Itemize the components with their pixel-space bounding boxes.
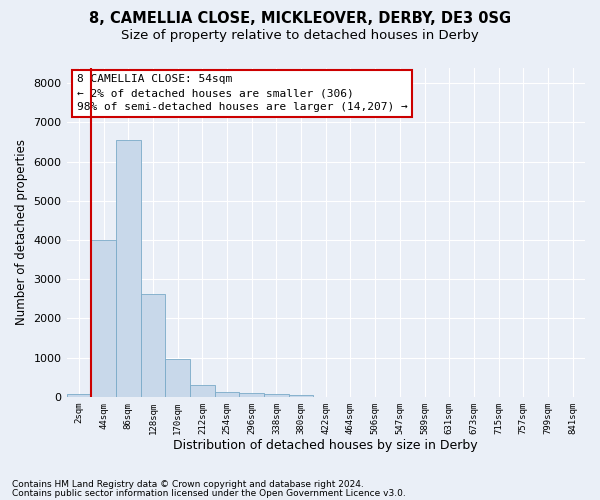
- Bar: [140, 294, 165, 397]
- Text: 8 CAMELLIA CLOSE: 54sqm
← 2% of detached houses are smaller (306)
98% of semi-de: 8 CAMELLIA CLOSE: 54sqm ← 2% of detached…: [77, 74, 407, 112]
- Text: Size of property relative to detached houses in Derby: Size of property relative to detached ho…: [121, 29, 479, 42]
- Y-axis label: Number of detached properties: Number of detached properties: [15, 139, 28, 325]
- Bar: [190, 384, 215, 397]
- Bar: [91, 240, 116, 397]
- Bar: [264, 394, 289, 397]
- Bar: [215, 392, 239, 397]
- Bar: [165, 359, 190, 397]
- Text: Contains public sector information licensed under the Open Government Licence v3: Contains public sector information licen…: [12, 489, 406, 498]
- Bar: [239, 392, 264, 397]
- Bar: [67, 394, 91, 397]
- Text: Contains HM Land Registry data © Crown copyright and database right 2024.: Contains HM Land Registry data © Crown c…: [12, 480, 364, 489]
- X-axis label: Distribution of detached houses by size in Derby: Distribution of detached houses by size …: [173, 440, 478, 452]
- Text: 8, CAMELLIA CLOSE, MICKLEOVER, DERBY, DE3 0SG: 8, CAMELLIA CLOSE, MICKLEOVER, DERBY, DE…: [89, 11, 511, 26]
- Bar: [116, 140, 140, 397]
- Bar: [289, 394, 313, 397]
